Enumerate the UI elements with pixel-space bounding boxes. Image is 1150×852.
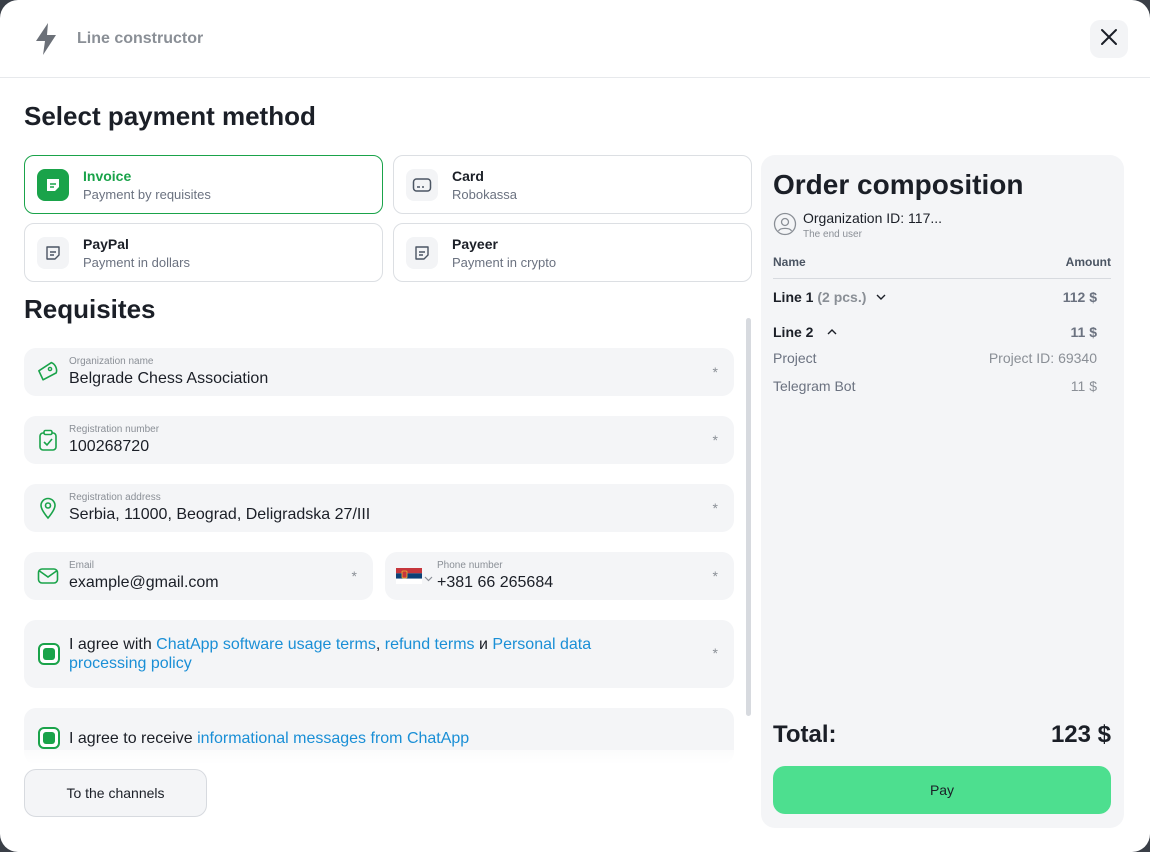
lightning-icon	[34, 22, 58, 55]
document-icon	[37, 236, 69, 269]
required-mark: *	[712, 432, 718, 448]
line-label: Line 2	[773, 324, 814, 340]
order-heading: Order composition	[773, 169, 1024, 200]
payment-method-subtitle: Payment in dollars	[83, 254, 190, 270]
column-name: Name	[773, 255, 806, 269]
terms-prefix: I agree with	[69, 636, 157, 653]
messages-text: I agree to receive informational message…	[69, 729, 469, 748]
payment-method-title: Card	[452, 167, 484, 184]
field-value: +381 66 265684	[437, 574, 554, 591]
user-icon	[773, 212, 797, 236]
modal-title: Line constructor	[77, 29, 204, 47]
tag-icon	[36, 360, 60, 384]
pay-button[interactable]: Pay	[773, 766, 1111, 814]
chevron-down-icon	[424, 576, 433, 582]
payment-method-card[interactable]: Card Robokassa	[393, 155, 752, 214]
total-value: 123 $	[1050, 721, 1111, 748]
order-composition-panel: Order composition Organization ID: 117..…	[761, 155, 1124, 828]
organization-role: The end user	[803, 229, 862, 240]
field-value: example@gmail.com	[69, 574, 219, 591]
line-label: Line 1	[773, 289, 814, 305]
mail-icon	[36, 564, 60, 588]
organization-id: Organization ID: 117...	[803, 210, 943, 226]
line-amount: 112 $	[1062, 289, 1097, 305]
payment-method-subtitle: Payment by requisites	[83, 186, 211, 202]
requisites-heading: Requisites	[24, 294, 156, 324]
usage-terms-link[interactable]: ChatApp software usage terms	[156, 636, 376, 653]
total-label: Total:	[773, 721, 837, 748]
bot-label: Telegram Bot	[773, 378, 856, 394]
order-line-2[interactable]: Line 2 11 $	[773, 324, 1097, 340]
privacy-policy-link[interactable]: processing policy	[69, 655, 192, 672]
document-icon	[406, 236, 438, 269]
order-line-1[interactable]: Line 1 (2 pcs.) 112 $	[773, 289, 1097, 305]
refund-terms-link[interactable]: refund terms	[384, 636, 475, 653]
field-value: Serbia, 11000, Beograd, Deligradska 27/I…	[69, 506, 371, 523]
line-quantity: (2 pcs.)	[817, 289, 867, 305]
country-selector[interactable]	[396, 568, 433, 589]
messages-checkbox[interactable]	[38, 727, 60, 749]
field-value: 100268720	[69, 438, 150, 455]
scroll-fade	[24, 750, 736, 764]
payment-method-title: Payeer	[452, 235, 498, 252]
registration-address-field[interactable]: Registration address Serbia, 11000, Beog…	[24, 484, 734, 532]
registration-number-field[interactable]: Registration number 100268720 *	[24, 416, 734, 464]
project-id: Project ID: 69340	[988, 350, 1097, 366]
form-scrollbar[interactable]	[746, 318, 751, 716]
payment-method-payeer[interactable]: Payeer Payment in crypto	[393, 223, 752, 282]
order-bot-row: Telegram Bot 11 $	[773, 378, 1097, 394]
required-mark: *	[712, 364, 718, 380]
location-pin-icon	[36, 496, 60, 520]
field-value: Belgrade Chess Association	[69, 370, 269, 387]
privacy-policy-link[interactable]: Personal data	[492, 636, 592, 653]
required-mark: *	[712, 568, 718, 584]
terms-agreement: I agree with ChatApp software usage term…	[24, 620, 734, 688]
payment-method-title: PayPal	[83, 235, 129, 252]
field-label: Email	[69, 560, 95, 571]
phone-field[interactable]: Phone number +381 66 265684 *	[385, 552, 734, 600]
chevron-up-icon[interactable]	[827, 329, 837, 335]
payment-method-subtitle: Payment in crypto	[452, 254, 557, 270]
serbia-flag-icon	[396, 568, 422, 589]
modal-header: Line constructor	[0, 0, 1150, 78]
required-mark: *	[712, 500, 718, 516]
bot-amount: 11 $	[1070, 378, 1097, 394]
card-icon	[406, 168, 438, 201]
terms-separator: ,	[375, 636, 381, 653]
field-label: Phone number	[437, 560, 503, 571]
terms-text: I agree with ChatApp software usage term…	[69, 635, 669, 673]
order-project-row: Project Project ID: 69340	[773, 350, 1097, 366]
field-label: Registration address	[69, 492, 161, 503]
close-icon	[1100, 28, 1118, 51]
to-channels-button[interactable]: To the channels	[24, 769, 207, 817]
payment-method-title: Invoice	[83, 167, 132, 184]
email-field[interactable]: Email example@gmail.com *	[24, 552, 373, 600]
close-button[interactable]	[1090, 20, 1128, 58]
clipboard-icon	[36, 428, 60, 452]
project-label: Project	[773, 350, 817, 366]
chevron-down-icon[interactable]	[876, 294, 886, 300]
messages-prefix: I agree to receive	[69, 730, 198, 747]
required-mark: *	[351, 568, 357, 584]
order-table-header: Name Amount	[773, 255, 1111, 279]
payment-method-invoice[interactable]: Invoice Payment by requisites	[24, 155, 383, 214]
column-amount: Amount	[1065, 255, 1111, 269]
select-payment-heading: Select payment method	[24, 101, 316, 131]
terms-checkbox[interactable]	[38, 643, 60, 665]
organization-name-field[interactable]: Organization name Belgrade Chess Associa…	[24, 348, 734, 396]
required-mark: *	[712, 645, 718, 661]
payment-method-subtitle: Robokassa	[452, 186, 518, 202]
line-amount: 11 $	[1070, 324, 1097, 340]
invoice-icon	[37, 168, 69, 201]
payment-method-paypal[interactable]: PayPal Payment in dollars	[24, 223, 383, 282]
terms-conjunction: и	[479, 636, 488, 653]
field-label: Organization name	[69, 356, 154, 367]
informational-messages-link[interactable]: informational messages from ChatApp	[197, 730, 470, 747]
field-label: Registration number	[69, 424, 160, 435]
